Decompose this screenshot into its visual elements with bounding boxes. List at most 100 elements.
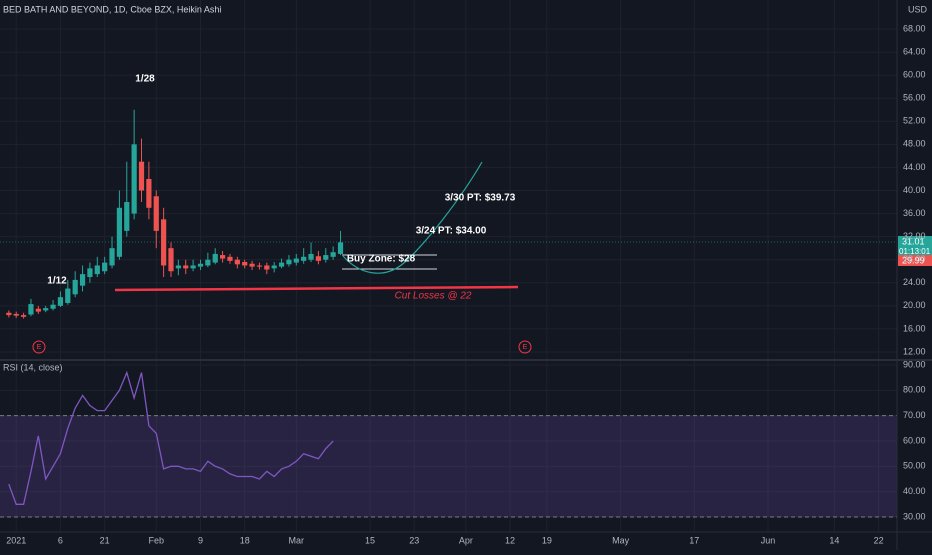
candle-body [190,265,196,269]
y-tick-label: 68.00 [903,23,926,33]
candle-body [13,313,19,316]
x-tick-label: Mar [289,535,305,545]
candle-body [219,255,226,259]
x-tick-label: 6 [58,535,63,545]
x-tick-label: Jun [761,535,776,545]
event-marker [518,340,532,354]
candle-body [94,265,100,275]
annotation: 1/28 [135,74,155,85]
candle-body [271,265,277,269]
candle-body [212,253,218,263]
y-tick-label: 52.00 [903,116,926,126]
y-tick-label: 24.00 [903,277,926,287]
last-price-label: 31.01 [902,236,925,246]
candle-body [264,265,270,270]
y-tick-label: 60.00 [903,435,926,445]
candle-body [286,259,292,265]
y-tick-label: 32.00 [903,231,926,241]
x-tick-label: 14 [829,535,839,545]
y-tick-label: 50.00 [903,461,926,471]
candle-body [109,248,115,266]
y-tick-label: 20.00 [903,300,926,310]
candle-body [20,315,27,317]
candle-body [175,265,181,269]
candle-body [72,279,78,295]
candle-body [234,259,240,265]
x-tick-label: 23 [409,535,419,545]
y-tick-label: 12.00 [903,346,926,356]
candle-body [205,259,211,266]
last-price-box [898,236,932,258]
candle-body [50,304,56,309]
x-tick-label: 2021 [6,535,26,545]
candle-body [28,304,34,315]
y-tick-label: 28.00 [903,254,926,264]
annotation: 3/24 PT: $34.00 [416,226,487,237]
candle-body [330,252,336,257]
currency: USD [908,4,928,14]
rsi-band [0,415,897,518]
x-tick-label: 15 [365,535,375,545]
x-tick-label: 21 [100,535,110,545]
candle-body [168,248,174,272]
candle-body [227,256,233,261]
candle-body [183,265,189,269]
y-tick-label: 40.00 [903,486,926,496]
candle-body [146,178,152,208]
candle-body [131,144,137,214]
candle-body [308,253,314,260]
annotation: Cut Losses @ 22 [395,291,472,302]
y-tick-label: 60.00 [903,70,926,80]
x-tick-label: May [612,535,630,545]
projection-curve [342,161,483,274]
candle-body [337,242,344,254]
cut-loss-line [114,285,519,292]
candle-body [87,268,93,278]
candle-body [138,161,145,191]
y-tick-label: 80.00 [903,385,926,395]
candle-body [65,288,71,303]
x-tick-label: 17 [689,535,699,545]
y-tick-label: 30.00 [903,511,926,521]
candle-body [323,255,329,260]
countdown: 01:13:01 [899,247,931,256]
candle-body [301,256,307,261]
y-tick-label: 70.00 [903,410,926,420]
candle-body [57,297,64,306]
x-tick-label: 18 [240,535,250,545]
annotation: 1/12 [47,276,67,287]
x-tick-label: 22 [874,535,884,545]
candle-body [116,207,123,257]
candle-body [6,312,12,316]
event-marker [32,340,46,354]
prev-close-box [898,255,932,266]
marks [6,109,344,505]
y-tick-label: 16.00 [903,323,926,333]
annotation: Buy Zone: $28 [347,254,416,265]
chart-title: BED BATH AND BEYOND, 1D, Cboe BZX, Heiki… [3,4,221,14]
candle-body [102,262,108,272]
x-tick-label: Feb [148,535,164,545]
candle-body [153,196,159,231]
y-tick-label: 36.00 [903,208,926,218]
x-tick-label: Apr [459,535,473,545]
grid [0,0,897,532]
candle-body [293,258,299,263]
candle-body [256,265,263,267]
y-tick-label: 56.00 [903,93,926,103]
annotation: 3/30 PT: $39.73 [445,193,516,204]
candle-body [249,263,255,267]
y-tick-label: 44.00 [903,162,926,172]
candle-body [242,262,248,266]
prev-close-label: 29.99 [902,255,925,265]
y-tick-label: 48.00 [903,139,926,149]
candle-body [161,219,167,266]
event-label: E [37,344,42,351]
y-tick-label: 90.00 [903,359,926,369]
x-tick-label: 12 [505,535,515,545]
rsi-title: RSI (14, close) [3,362,63,372]
candle-body [315,256,322,261]
candle-body [197,263,204,267]
candle-body [79,274,86,286]
